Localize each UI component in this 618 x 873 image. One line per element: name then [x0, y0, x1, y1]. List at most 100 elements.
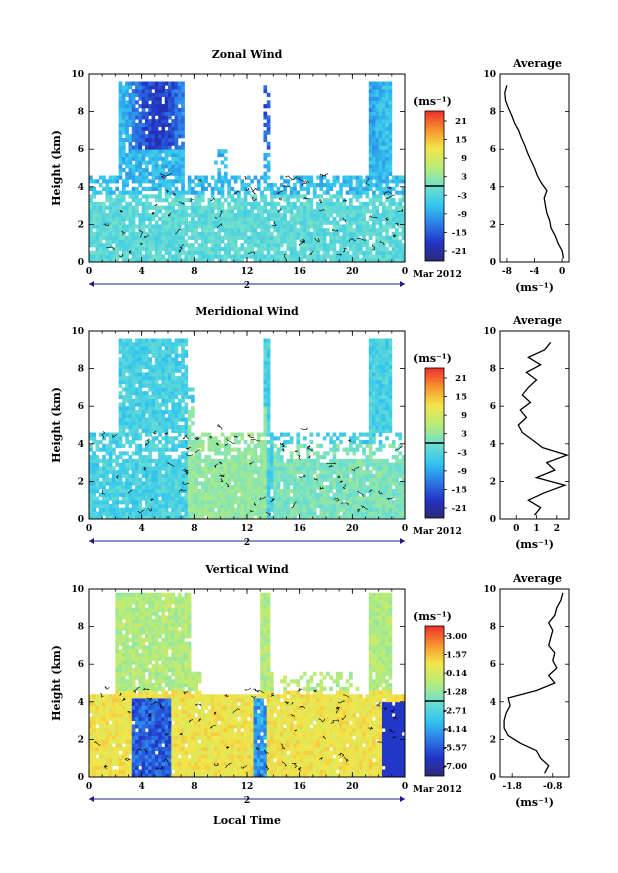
- heatmap-cell: [273, 507, 278, 512]
- heatmap-cell: [187, 485, 192, 490]
- heatmap-cell: [148, 107, 152, 112]
- heatmap-cell: [135, 231, 139, 237]
- heatmap-cell: [161, 376, 166, 381]
- heatmap-cell: [181, 216, 185, 222]
- heatmap-cell: [270, 209, 274, 214]
- heatmap-cell: [240, 209, 245, 214]
- heatmap-cell: [207, 481, 212, 486]
- heatmap-cell: [312, 224, 317, 229]
- heatmap-cell: [349, 228, 353, 233]
- heatmap-cell: [105, 432, 110, 437]
- heatmap-cell: [319, 246, 324, 252]
- heatmap-cell: [214, 235, 218, 240]
- heatmap-cell: [207, 432, 212, 437]
- heatmap-cell: [352, 488, 357, 494]
- heatmap-cell: [121, 160, 126, 165]
- heatmap-cell: [395, 258, 399, 263]
- heatmap-cell: [273, 515, 278, 520]
- heatmap-cell: [89, 455, 93, 460]
- heatmap-cell: [233, 485, 238, 490]
- heatmap-cell: [128, 398, 133, 403]
- heatmap-cell: [131, 145, 136, 150]
- heatmap-cell: [309, 507, 314, 512]
- heatmap-cell: [270, 451, 274, 456]
- heatmap-cell: [335, 205, 340, 210]
- heatmap-cell: [131, 156, 136, 161]
- heatmap-cell: [115, 246, 120, 252]
- heatmap-cell: [141, 338, 146, 343]
- heatmap-cell: [187, 205, 192, 210]
- heatmap-cell: [200, 235, 205, 240]
- heatmap-cell: [273, 213, 278, 218]
- heatmap-cell: [217, 186, 222, 191]
- heatmap-cell: [372, 231, 376, 237]
- heatmap-cell: [177, 122, 182, 128]
- heatmap-cell: [144, 164, 149, 169]
- heatmap-cell: [385, 149, 389, 154]
- heatmap-cell: [322, 492, 327, 497]
- heatmap-cell: [187, 473, 192, 479]
- heatmap-cell: [158, 190, 162, 195]
- heatmap-cell: [194, 183, 199, 188]
- heatmap-cell: [256, 455, 261, 460]
- heatmap-cell: [108, 194, 113, 199]
- heatmap-cell: [89, 235, 93, 240]
- heatmap-cell: [138, 96, 143, 101]
- contour-line: [139, 242, 143, 246]
- heatmap-cell: [276, 186, 281, 191]
- heatmap-cell: [92, 458, 96, 463]
- heatmap-cell: [388, 119, 393, 124]
- heatmap-cell: [214, 205, 218, 210]
- heatmap-cell: [128, 107, 133, 112]
- heatmap-cell: [286, 224, 291, 229]
- heatmap-cell: [276, 436, 281, 441]
- heatmap-cell: [385, 246, 389, 252]
- heatmap-cell: [349, 470, 353, 475]
- heatmap-cell: [154, 477, 159, 482]
- heatmap-cell: [263, 391, 268, 396]
- heatmap-cell: [191, 201, 195, 206]
- heatmap-cell: [128, 473, 133, 479]
- heatmap-cell: [181, 130, 185, 135]
- heatmap-cell: [368, 492, 373, 497]
- heatmap-cell: [273, 235, 278, 240]
- heatmap-cell: [358, 458, 363, 463]
- heatmap-cell: [171, 488, 175, 494]
- heatmap-cell: [181, 175, 185, 180]
- heatmap-cell: [158, 485, 162, 490]
- heatmap-cell: [191, 458, 195, 463]
- heatmap-cell: [112, 258, 116, 263]
- heatmap-cell: [174, 473, 179, 479]
- heatmap-cell: [125, 391, 129, 396]
- heatmap-cell: [138, 183, 143, 188]
- heatmap-cell: [365, 243, 370, 248]
- heatmap-cell: [144, 473, 149, 479]
- heatmap-cell: [279, 488, 284, 494]
- heatmap-cell: [227, 477, 231, 482]
- heatmap-cell: [214, 492, 218, 497]
- heatmap-cell: [214, 511, 218, 516]
- heatmap-cell: [283, 462, 287, 467]
- heatmap-cell: [135, 209, 139, 214]
- heatmap-cell: [381, 175, 386, 180]
- heatmap-cell: [378, 145, 383, 150]
- heatmap-cell: [131, 488, 136, 494]
- heatmap-cell: [326, 503, 330, 509]
- heatmap-cell: [296, 190, 301, 195]
- heatmap-cell: [144, 458, 149, 463]
- heatmap-cell: [181, 220, 185, 225]
- heatmap-cell: [276, 511, 281, 516]
- heatmap-cell: [138, 171, 143, 176]
- heatmap-cell: [181, 503, 185, 509]
- heatmap-cell: [243, 224, 248, 229]
- heatmap-cell: [184, 451, 189, 456]
- heatmap-cell: [131, 383, 136, 388]
- heatmap-cell: [375, 205, 380, 210]
- heatmap-cell: [358, 500, 363, 505]
- heatmap-cell: [233, 447, 238, 452]
- heatmap-cell: [135, 92, 139, 97]
- heatmap-cell: [115, 511, 120, 516]
- heatmap-cell: [372, 394, 376, 400]
- heatmap-cell: [368, 402, 373, 407]
- heatmap-cell: [332, 239, 337, 244]
